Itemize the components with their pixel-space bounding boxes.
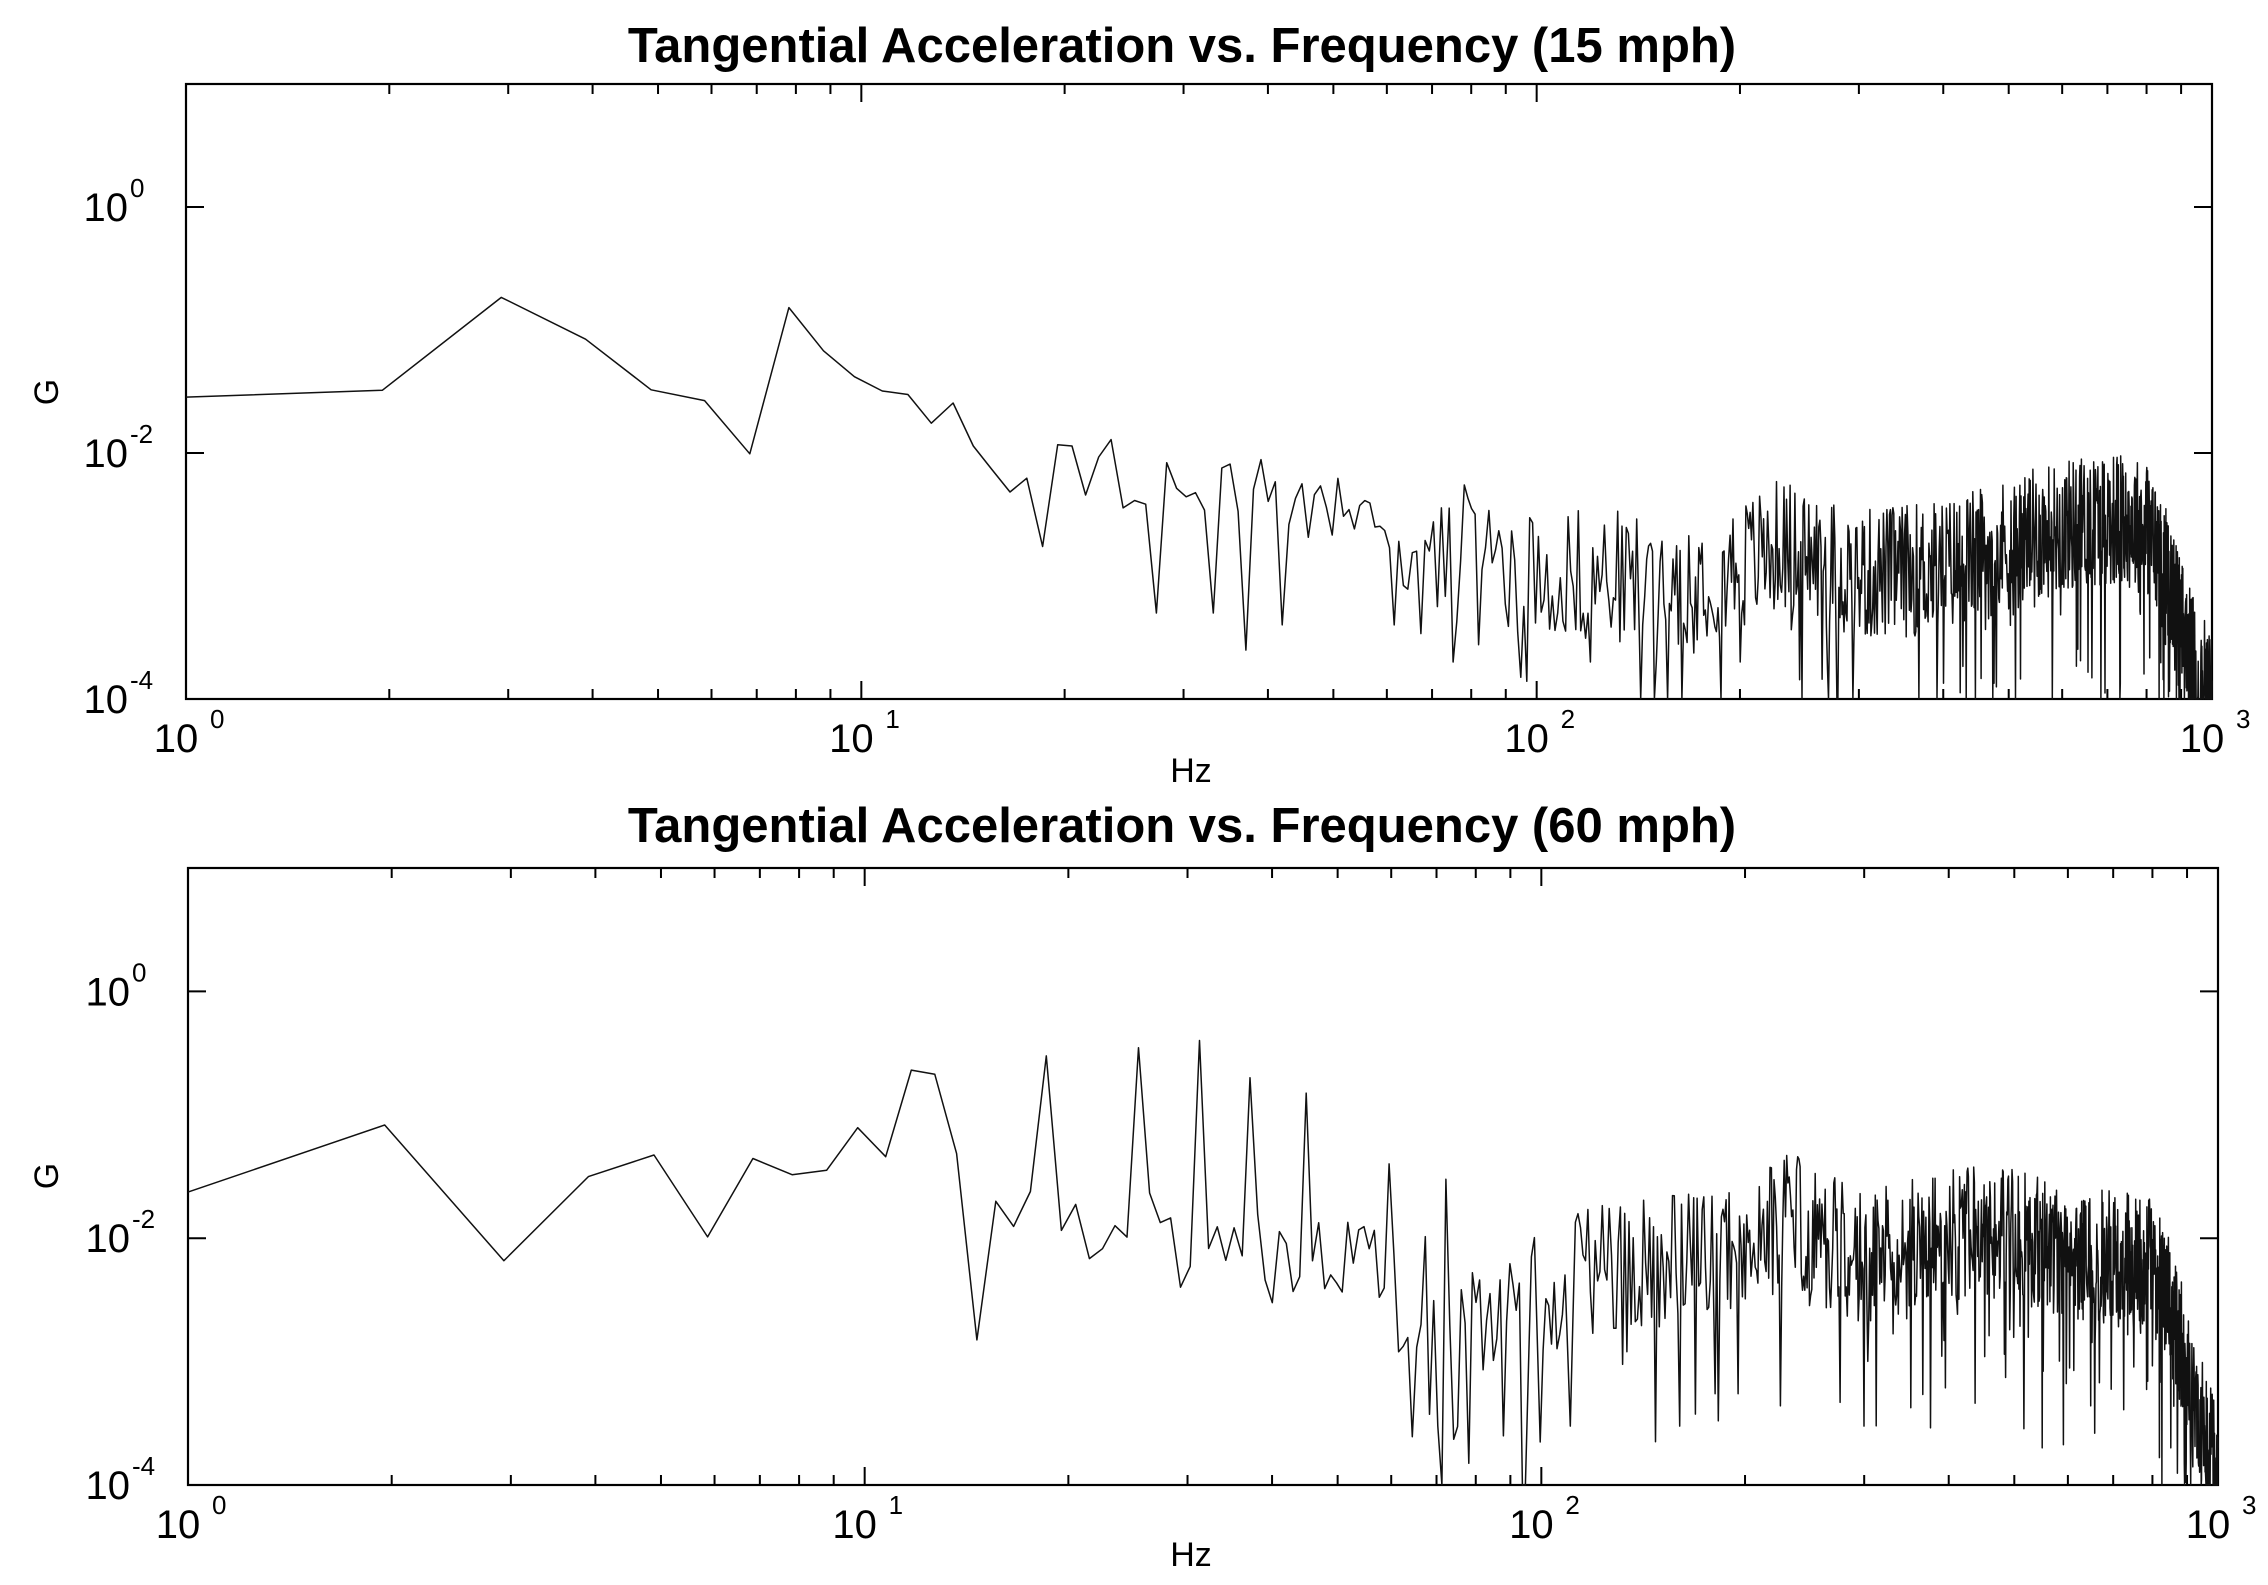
x-tick-exponent: 0 — [212, 1490, 226, 1520]
x-tick-labels: 10 0 10 1 10 2 10 3 — [154, 704, 2251, 761]
plot-frame — [186, 866, 2220, 1487]
y-axis-label: G — [28, 379, 66, 405]
plot-frame — [184, 82, 2214, 701]
x-tick-exponent: 3 — [2242, 1490, 2256, 1520]
x-tick-label: 10 — [154, 717, 199, 761]
x-tick-label: 10 — [829, 717, 874, 761]
data-series-15mph — [185, 296, 2213, 700]
subplot-15mph: Tangential Acceleration vs. Frequency (1… — [28, 19, 2250, 790]
x-axis-label: Hz — [1170, 1536, 1212, 1574]
x-tick-exponent: 1 — [889, 1490, 903, 1520]
y-tick-exponent: -4 — [132, 1451, 155, 1481]
y-tick-label: 10 — [86, 1217, 131, 1261]
subplot-60mph: Tangential Acceleration vs. Frequency (6… — [28, 799, 2256, 1574]
x-tick-label: 10 — [1509, 1503, 1554, 1547]
y-tick-exponent: -2 — [132, 1204, 155, 1234]
data-series-60mph — [187, 1039, 2219, 1486]
y-axis-label: G — [28, 1163, 66, 1189]
x-tick-exponent: 0 — [210, 704, 224, 734]
y-tick-exponent: -2 — [130, 419, 153, 449]
x-tick-label: 10 — [2180, 717, 2225, 761]
y-tick-exponent: -4 — [130, 665, 153, 695]
x-tick-label: 10 — [2186, 1503, 2231, 1547]
x-tick-labels: 10 0 10 1 10 2 10 3 — [156, 1490, 2257, 1547]
y-tick-label: 10 — [86, 970, 131, 1014]
spectrum-line — [187, 1039, 2219, 1486]
y-tick-exponent: 0 — [130, 173, 144, 203]
chart-title: Tangential Acceleration vs. Frequency (6… — [628, 799, 1736, 853]
x-tick-exponent: 1 — [885, 704, 899, 734]
tick-marks — [187, 868, 2219, 1486]
y-tick-exponent: 0 — [132, 957, 146, 987]
x-axis-label: Hz — [1170, 752, 1212, 790]
x-tick-label: 10 — [832, 1503, 877, 1547]
y-tick-label: 10 — [84, 678, 129, 722]
tick-marks — [185, 84, 2213, 700]
x-tick-label: 10 — [1504, 717, 1549, 761]
x-tick-exponent: 3 — [2236, 704, 2250, 734]
x-tick-exponent: 2 — [1565, 1490, 1579, 1520]
spectrum-line — [185, 296, 2213, 700]
x-tick-exponent: 2 — [1561, 704, 1575, 734]
chart-title: Tangential Acceleration vs. Frequency (1… — [628, 19, 1736, 73]
y-tick-label: 10 — [84, 186, 129, 230]
y-tick-label: 10 — [84, 432, 129, 476]
x-tick-label: 10 — [156, 1503, 201, 1547]
y-tick-label: 10 — [86, 1464, 131, 1508]
